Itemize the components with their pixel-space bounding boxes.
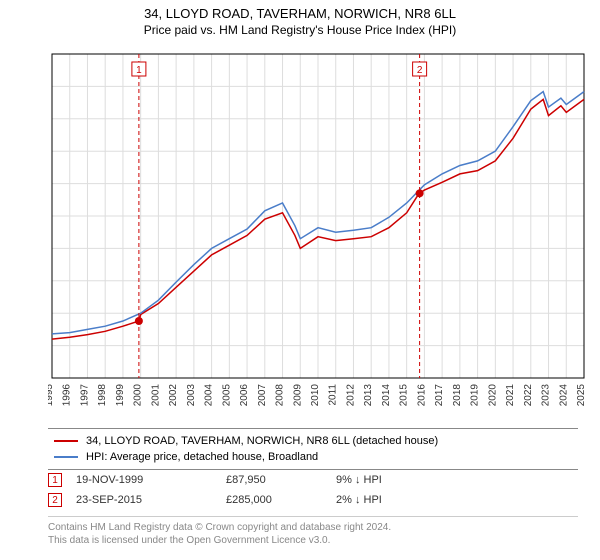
transaction-date: 23-SEP-2015 (76, 494, 226, 506)
title-address: 34, LLOYD ROAD, TAVERHAM, NORWICH, NR8 6… (0, 6, 600, 21)
svg-text:1996: 1996 (62, 384, 73, 407)
svg-text:2019: 2019 (470, 384, 481, 407)
svg-text:2024: 2024 (558, 384, 569, 407)
transaction-price: £285,000 (226, 494, 336, 506)
svg-text:2016: 2016 (416, 384, 427, 407)
transaction-marker-icon: 1 (48, 473, 62, 487)
marker-number: 2 (52, 495, 58, 506)
svg-text:2014: 2014 (381, 384, 392, 407)
svg-text:2004: 2004 (204, 384, 215, 407)
svg-text:2022: 2022 (523, 384, 534, 407)
legend-item: HPI: Average price, detached house, Broa… (54, 449, 572, 465)
svg-text:1997: 1997 (79, 384, 90, 407)
svg-text:2009: 2009 (292, 384, 303, 407)
transaction-date: 19-NOV-1999 (76, 474, 226, 486)
table-row: 2 23-SEP-2015 £285,000 2% ↓ HPI (48, 490, 578, 510)
transaction-marker-icon: 2 (48, 493, 62, 507)
svg-text:2013: 2013 (363, 384, 374, 407)
svg-text:2000: 2000 (133, 384, 144, 407)
chart-container: 34, LLOYD ROAD, TAVERHAM, NORWICH, NR8 6… (0, 0, 600, 560)
legend-label: 34, LLOYD ROAD, TAVERHAM, NORWICH, NR8 6… (86, 435, 438, 447)
svg-text:2023: 2023 (541, 384, 552, 407)
svg-text:2012: 2012 (345, 384, 356, 407)
footer-attribution: Contains HM Land Registry data © Crown c… (48, 516, 578, 547)
svg-text:2017: 2017 (434, 384, 445, 407)
transaction-delta: 9% ↓ HPI (336, 474, 446, 486)
svg-text:2020: 2020 (487, 384, 498, 407)
legend-swatch (54, 456, 78, 458)
svg-text:2010: 2010 (310, 384, 321, 407)
svg-text:2003: 2003 (186, 384, 197, 407)
svg-text:2002: 2002 (168, 384, 179, 407)
svg-text:2008: 2008 (275, 384, 286, 407)
transaction-price: £87,950 (226, 474, 336, 486)
footer-line: Contains HM Land Registry data © Crown c… (48, 521, 578, 534)
transactions-table: 1 19-NOV-1999 £87,950 9% ↓ HPI 2 23-SEP-… (48, 470, 578, 510)
svg-text:2001: 2001 (150, 384, 161, 407)
svg-text:2025: 2025 (576, 384, 587, 407)
svg-text:2005: 2005 (221, 384, 232, 407)
legend-item: 34, LLOYD ROAD, TAVERHAM, NORWICH, NR8 6… (54, 433, 572, 449)
title-subtitle: Price paid vs. HM Land Registry's House … (0, 23, 600, 37)
line-chart: £0£50K£100K£150K£200K£250K£300K£350K£400… (48, 48, 588, 418)
marker-number: 1 (52, 475, 58, 486)
svg-text:1995: 1995 (48, 384, 55, 407)
svg-text:2007: 2007 (257, 384, 268, 407)
svg-text:1998: 1998 (97, 384, 108, 407)
footer-line: This data is licensed under the Open Gov… (48, 534, 578, 547)
svg-text:2006: 2006 (239, 384, 250, 407)
legend: 34, LLOYD ROAD, TAVERHAM, NORWICH, NR8 6… (48, 428, 578, 470)
legend-swatch (54, 440, 78, 442)
svg-text:2021: 2021 (505, 384, 516, 407)
svg-text:1: 1 (136, 65, 142, 76)
title-block: 34, LLOYD ROAD, TAVERHAM, NORWICH, NR8 6… (0, 0, 600, 37)
svg-text:2018: 2018 (452, 384, 463, 407)
svg-text:2011: 2011 (328, 384, 339, 406)
table-row: 1 19-NOV-1999 £87,950 9% ↓ HPI (48, 470, 578, 490)
transaction-delta: 2% ↓ HPI (336, 494, 446, 506)
svg-text:1999: 1999 (115, 384, 126, 407)
svg-text:2015: 2015 (399, 384, 410, 407)
legend-label: HPI: Average price, detached house, Broa… (86, 451, 318, 463)
svg-text:2: 2 (417, 65, 423, 76)
